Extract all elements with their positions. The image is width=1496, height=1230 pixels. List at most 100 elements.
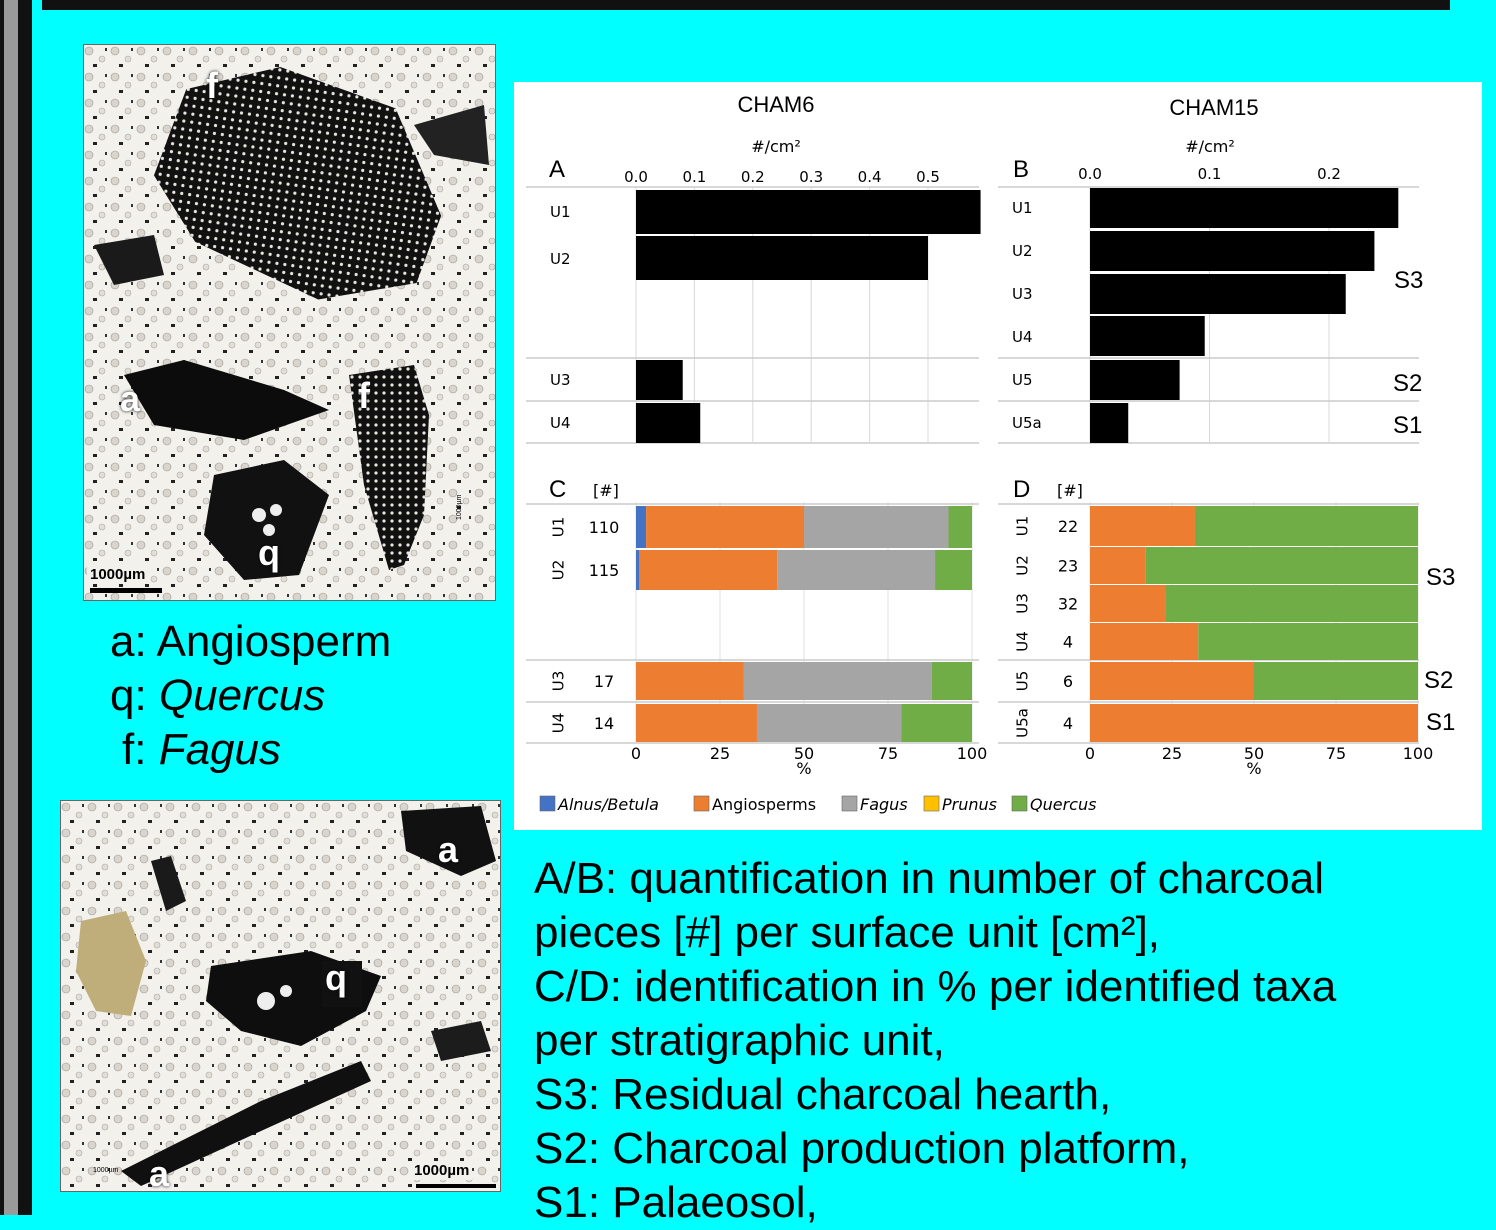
chart-a-tick: 0.4 (858, 168, 882, 186)
panel-label-a: A (549, 156, 565, 183)
chart-c-row-label: U3 (550, 671, 568, 692)
chart-b-tick: 0.0 (1078, 165, 1102, 183)
chart-c-segment (636, 704, 757, 742)
chart-b-row-label: U2 (1012, 242, 1033, 260)
chart-a-tick: 0.2 (741, 168, 765, 186)
chart-c-segment (948, 506, 972, 548)
chart-c-segment (743, 662, 932, 700)
chart-a-tick: 0.1 (682, 168, 706, 186)
title-bar (42, 0, 1450, 10)
chart-b-row-label: U3 (1012, 285, 1033, 303)
chart-b-bar (1090, 231, 1375, 271)
chart-d-count: 6 (1063, 672, 1073, 691)
legend-label-prunus: Prunus (942, 795, 997, 814)
chart-a-bar (636, 190, 981, 234)
chart-d-count: 22 (1058, 517, 1078, 536)
chart-d-segment (1090, 547, 1146, 584)
chart-c-count: 14 (594, 714, 614, 733)
chart-c-segment (646, 506, 804, 548)
legend-key-q: q: (110, 671, 147, 720)
section-label-s1-top: S1 (1393, 412, 1422, 439)
micrograph-top-image (84, 45, 495, 600)
section-label-s3-bottom: S3 (1426, 564, 1455, 591)
chart-c-count-header: [#] (593, 481, 619, 500)
legend-swatch-alnus-betula (539, 795, 556, 812)
chart-d-segment (1165, 585, 1418, 622)
legend-swatch-prunus (923, 795, 940, 812)
chart-b-axis-label: #/cm² (1185, 137, 1235, 156)
chart-d-segment (1090, 662, 1254, 700)
caption-line-2: pieces [#] per surface unit [cm²], (534, 908, 1161, 957)
legend-name-angiosperm: Angiosperm (156, 617, 392, 666)
legend-swatch-quercus (1011, 795, 1028, 812)
chart-c-tick: 75 (878, 744, 898, 763)
chart-d-count-header: [#] (1057, 481, 1083, 500)
label-a-bottom-top: a (438, 829, 459, 870)
chart-c-segment (804, 506, 949, 548)
chart-c-segment (901, 704, 972, 742)
chart-b-tick: 0.1 (1198, 165, 1222, 183)
legend-fagus: f: Fagus (122, 725, 281, 775)
chart-a-tick: 0.0 (624, 168, 648, 186)
chart-d-row-label: U5a (1014, 708, 1032, 738)
chart-b-bar (1090, 403, 1129, 443)
legend-label-alnus-betula: Alnus/Betula (557, 795, 659, 814)
chart-c-segment (931, 662, 972, 700)
chart-a-tick: 0.5 (916, 168, 940, 186)
chart-a-bar (636, 360, 683, 400)
chart-b-row-label: U5a (1012, 414, 1042, 432)
chart-c-row-label: U2 (550, 560, 568, 581)
chart-d-tick: 100 (1403, 744, 1434, 763)
legend-name-quercus: Quercus (158, 671, 326, 720)
chart-b-row-label: U5 (1012, 371, 1033, 389)
chart-d-xlabel: % (1246, 759, 1261, 778)
caption-line-3: C/D: identification in % per identified … (534, 962, 1337, 1011)
chart-c-tick: 50 (794, 744, 814, 763)
chart-a-row-label: U2 (550, 250, 571, 268)
chart-d-row-label: U1 (1014, 516, 1032, 537)
chart-d-segment (1090, 585, 1166, 622)
legend-swatch-angiosperms (693, 795, 710, 812)
chart-a-title: CHAM6 (737, 92, 814, 117)
chart-c-segment (777, 550, 936, 590)
micrograph-bottom: a q a 1000µm 1000µm (60, 800, 501, 1192)
legend-label-angiosperms: Angiosperms (712, 795, 816, 814)
chart-d-tick: 75 (1326, 744, 1346, 763)
legend-swatch-fagus (841, 795, 858, 812)
chart-a-row-label: U3 (550, 371, 571, 389)
label-a-top: a (120, 378, 141, 419)
charcoal-charts: CHAM6 #/cm² A 0.0 0.1 0.2 0.3 0.4 0.5 U1 U2 U3 U4 CHA… (526, 92, 1455, 814)
chart-c-segment (636, 662, 744, 700)
chart-b-row-label: U1 (1012, 199, 1033, 217)
caption-line-1: A/B: quantification in number of charcoa… (534, 854, 1325, 903)
chart-d-segment (1198, 623, 1418, 660)
chart-c-row-label: U1 (550, 517, 568, 538)
micrograph-bottom-image (61, 801, 500, 1191)
chart-b-title: CHAM15 (1169, 95, 1258, 120)
caption-line-4: per stratigraphic unit, (534, 1016, 945, 1065)
chart-c-tick: 0 (631, 744, 641, 763)
chart-d-tick: 25 (1162, 744, 1182, 763)
chart-d-segment (1090, 623, 1199, 660)
chart-b-bar (1090, 274, 1346, 314)
left-border (0, 0, 4, 1215)
chart-d-row-label: U4 (1014, 631, 1032, 652)
scale-bar-top (90, 588, 162, 593)
chart-c-segment (935, 550, 972, 590)
scale-bar-bottom (416, 1184, 496, 1188)
chart-a-bar (636, 236, 928, 280)
legend-name-fagus: Fagus (158, 725, 281, 774)
chart-c-tick: 100 (957, 744, 988, 763)
legend-key-a: a: (110, 617, 147, 666)
scale-bar-label-bottom: 1000µm (411, 1161, 473, 1180)
legend-label-fagus: Fagus (860, 795, 908, 814)
legend-angiosperm: a: Angiosperm (110, 617, 391, 667)
chart-b-tick: 0.2 (1317, 165, 1341, 183)
caption: A/B: quantification in number of charcoa… (534, 852, 1420, 1230)
chart-d-tick: 0 (1085, 744, 1095, 763)
chart-d-count: 4 (1063, 633, 1073, 652)
chart-b-bar (1090, 360, 1180, 400)
chart-a-bar (636, 403, 701, 443)
caption-line-6: S2: Charcoal production platform, (534, 1124, 1190, 1173)
section-label-s2-top: S2 (1393, 370, 1422, 397)
